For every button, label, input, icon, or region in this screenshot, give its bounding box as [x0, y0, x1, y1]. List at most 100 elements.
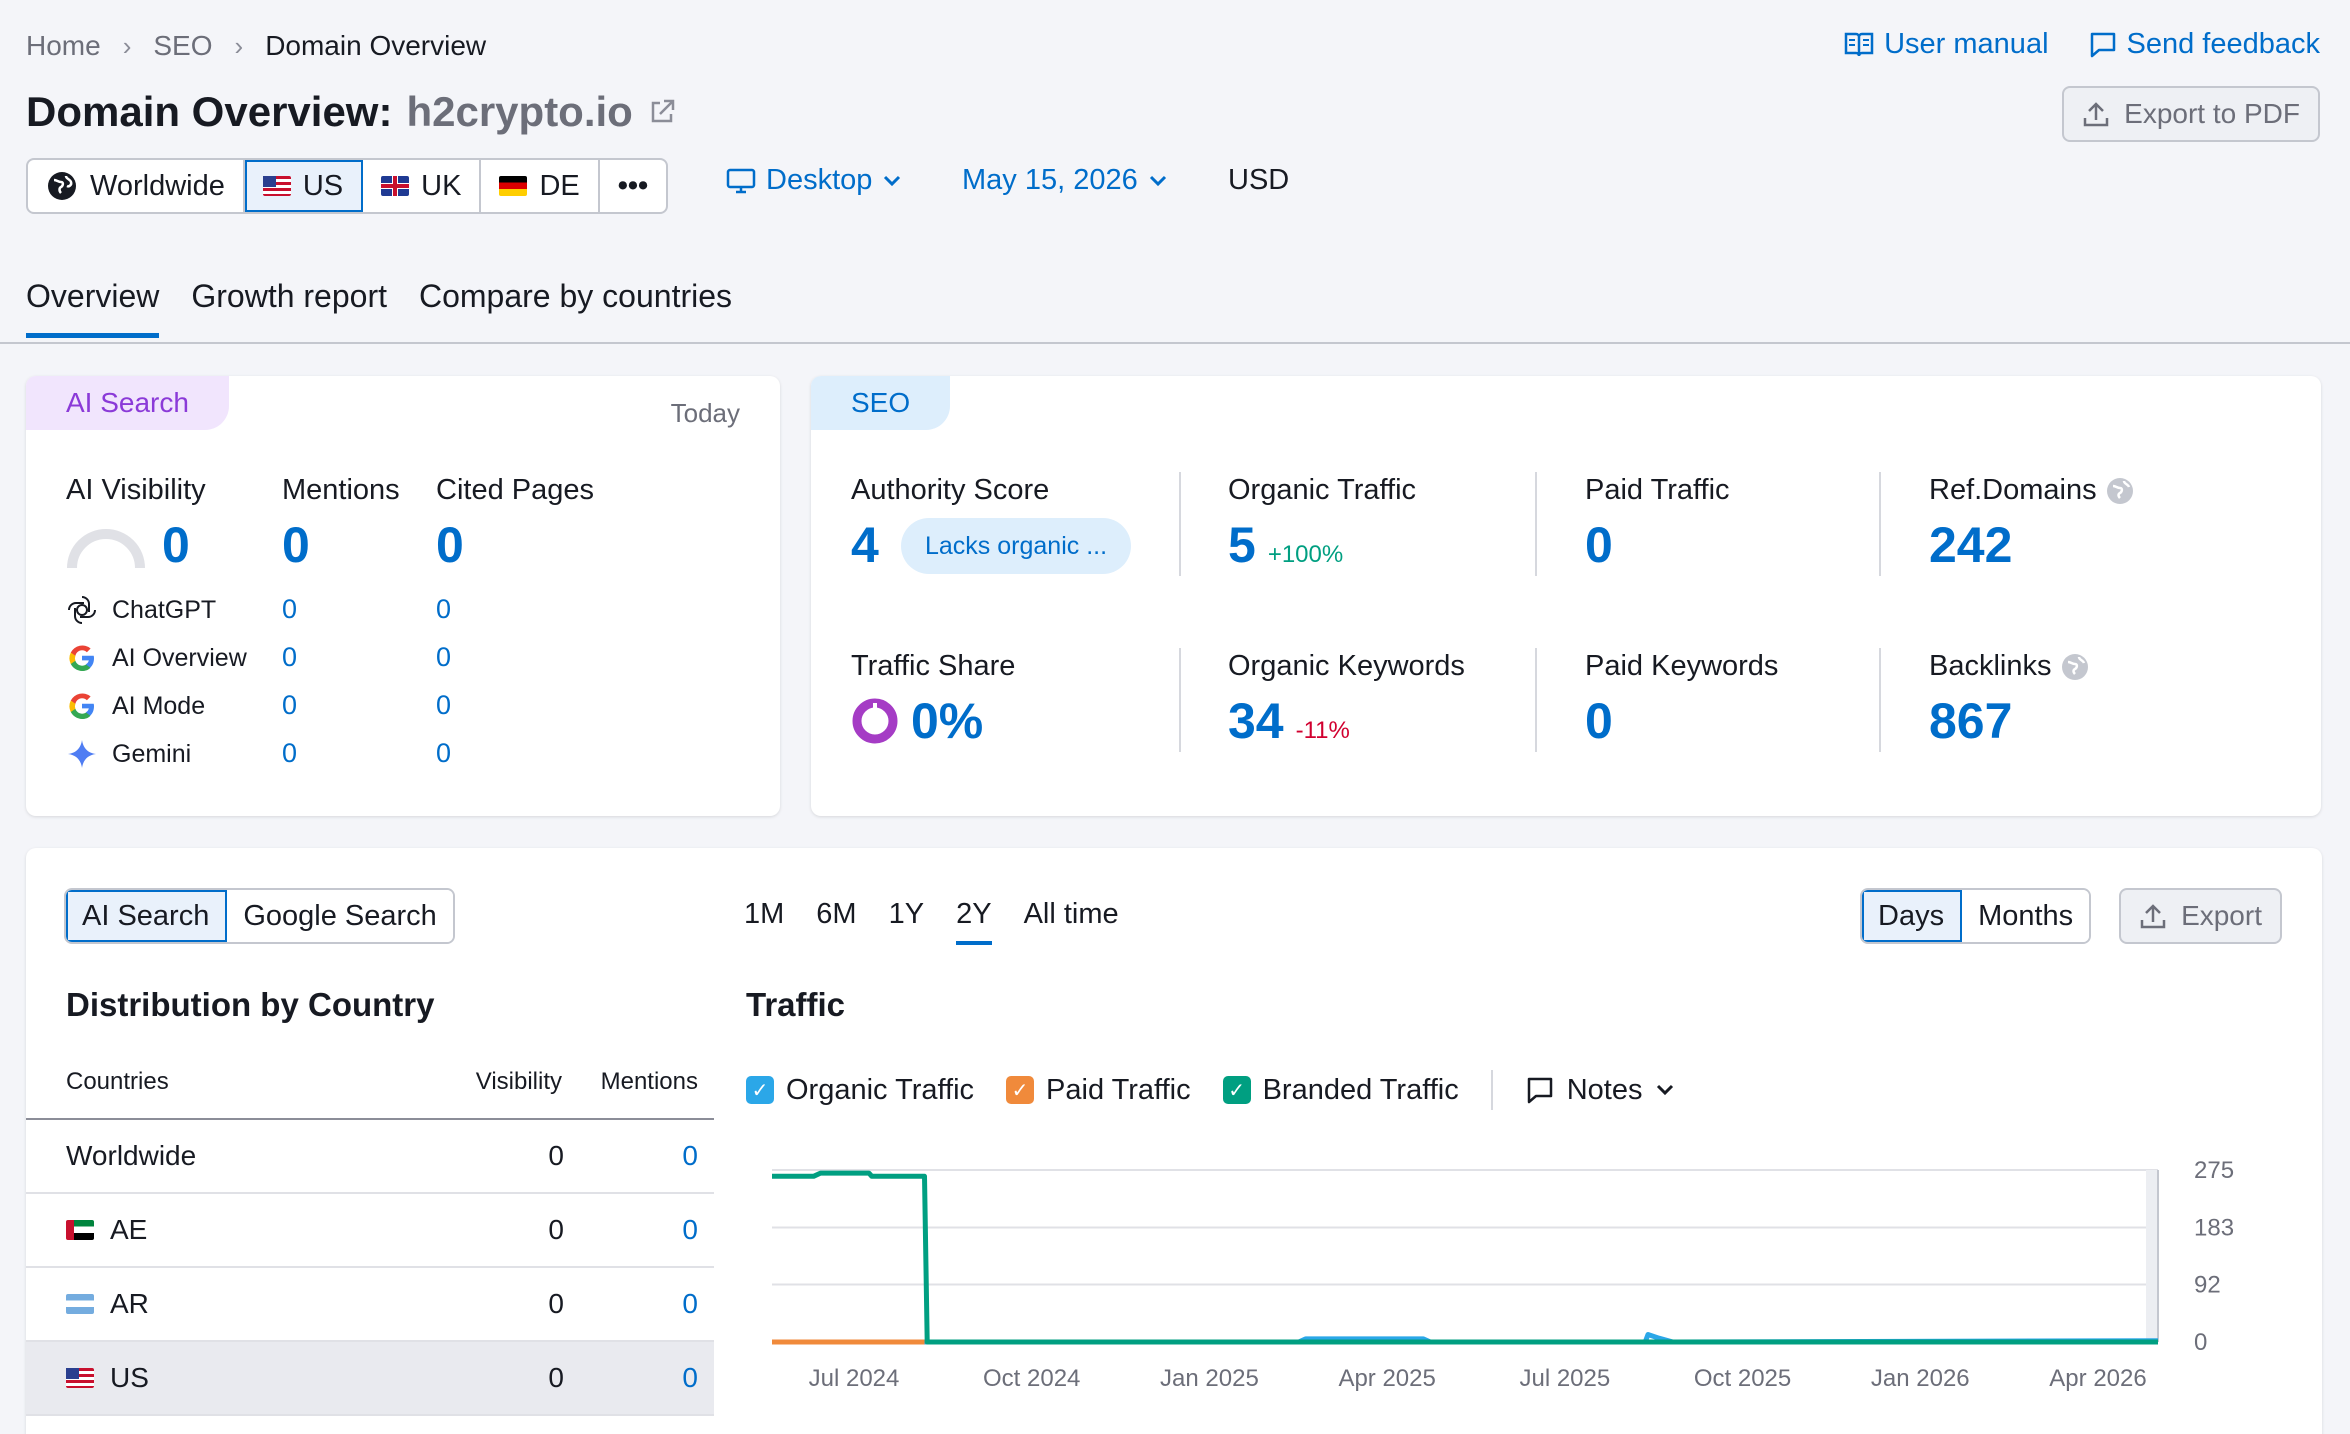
mentions-label: Mentions — [282, 474, 400, 506]
x-tick-label: Jul 2024 — [809, 1365, 900, 1392]
x-tick-label: Apr 2025 — [1338, 1365, 1435, 1392]
distribution-table-header: Countries Visibility Mentions — [26, 1068, 714, 1120]
ai-row-cited[interactable]: 0 — [436, 594, 452, 624]
organic-keywords-label: Organic Keywords — [1228, 650, 1465, 682]
x-tick-label: Jul 2025 — [1519, 1365, 1610, 1392]
paid-traffic-value[interactable]: 0 — [1585, 517, 1613, 573]
country-label: US — [110, 1362, 149, 1393]
backlinks-value[interactable]: 867 — [1929, 693, 2013, 749]
traffic-share-metric[interactable]: 0% — [851, 692, 983, 750]
ai-row-cited[interactable]: 0 — [436, 690, 452, 720]
checkbox-checked-icon[interactable]: ✓ — [1222, 1076, 1251, 1104]
legend-label: Branded Traffic — [1262, 1073, 1459, 1106]
ai-row-mentions[interactable]: 0 — [282, 594, 298, 624]
period-1y[interactable]: 1Y — [888, 898, 925, 930]
table-row[interactable]: AE 0 0 — [26, 1194, 714, 1268]
ai-row-cited[interactable]: 0 — [436, 642, 452, 672]
export-pdf-button[interactable]: Export to PDF — [2062, 86, 2320, 142]
external-link-icon[interactable] — [647, 97, 677, 127]
x-tick-label: Apr 2026 — [2049, 1365, 2146, 1392]
region-uk[interactable]: UK — [363, 160, 482, 212]
organic-keywords-metric[interactable]: 34 -11% — [1228, 692, 1350, 750]
region-worldwide[interactable]: Worldwide — [28, 160, 245, 212]
seo-pill: SEO — [811, 376, 951, 430]
tab-overview[interactable]: Overview — [26, 278, 160, 338]
mentions-cell[interactable]: 0 — [682, 1140, 698, 1171]
period-2y[interactable]: 2Y — [956, 898, 992, 945]
chevron-down-icon — [1149, 175, 1166, 186]
range-handle — [2146, 1170, 2158, 1342]
legend-label: Organic Traffic — [786, 1073, 975, 1106]
mentions-cell[interactable]: 0 — [682, 1362, 698, 1393]
breadcrumb-home[interactable]: Home — [26, 30, 101, 61]
google-icon — [69, 693, 94, 719]
notes-dropdown[interactable]: Notes — [1525, 1074, 1675, 1107]
ref-domains-label: Ref.Domains — [1929, 474, 2135, 507]
authority-score-label: Authority Score — [851, 474, 1050, 506]
ai-row-mentions[interactable]: 0 — [282, 690, 298, 720]
domain-name: h2crypto.io — [406, 88, 633, 135]
authority-score-value[interactable]: 4 — [851, 517, 879, 573]
mentions-cell[interactable]: 0 — [682, 1288, 698, 1319]
device-dropdown[interactable]: Desktop — [726, 164, 902, 197]
mentions-cell[interactable]: 0 — [682, 1214, 698, 1245]
tab-growth-report[interactable]: Growth report — [191, 278, 387, 314]
region-label: Worldwide — [90, 169, 225, 202]
metric-divider — [1879, 648, 1881, 752]
device-label: Desktop — [766, 164, 873, 196]
user-manual-link[interactable]: User manual — [1844, 28, 2049, 61]
lacks-organic-badge[interactable]: Lacks organic ... — [901, 518, 1132, 574]
visibility-cell: 0 — [548, 1362, 564, 1393]
currency-label: USD — [1228, 164, 1290, 196]
organic-traffic-metric[interactable]: 5 +100% — [1228, 516, 1343, 574]
cited-pages-value[interactable]: 0 — [436, 517, 464, 573]
ai-visibility-label: AI Visibility — [66, 474, 206, 506]
ai-row-cited[interactable]: 0 — [436, 738, 452, 768]
region-us[interactable]: US — [244, 160, 364, 212]
legend-paid-traffic[interactable]: ✓ Paid Traffic — [1006, 1074, 1191, 1107]
period-1m[interactable]: 1M — [744, 898, 785, 930]
toggle-days[interactable]: Days — [1862, 890, 1963, 942]
period-selector: 1M 6M 1Y 2Y All time — [744, 898, 1119, 945]
legend-label: Paid Traffic — [1046, 1073, 1191, 1106]
legend-organic-traffic[interactable]: ✓ Organic Traffic — [746, 1074, 974, 1107]
traffic-share-value: 0% — [911, 693, 984, 749]
legend-branded-traffic[interactable]: ✓ Branded Traffic — [1222, 1073, 1459, 1107]
more-regions-button[interactable]: ••• — [600, 160, 666, 212]
ai-row-mentions[interactable]: 0 — [282, 738, 298, 768]
metric-divider — [1179, 472, 1181, 576]
breadcrumb-seo[interactable]: SEO — [153, 30, 213, 61]
table-row[interactable]: Worldwide 0 0 — [26, 1120, 714, 1194]
metric-divider — [1535, 648, 1537, 752]
traffic-chart[interactable]: 275 183 92 0 Jul 2024 Oct 2024 Jan 2025 Apr 202… — [744, 1148, 2284, 1408]
uk-flag-icon — [381, 176, 410, 196]
toggle-months[interactable]: Months — [1962, 890, 2090, 942]
metric-divider — [1879, 472, 1881, 576]
ai-row-label: AI Mode — [112, 691, 206, 720]
mentions-value[interactable]: 0 — [282, 517, 310, 573]
send-feedback-link[interactable]: Send feedback — [2089, 28, 2320, 61]
checkbox-checked-icon[interactable]: ✓ — [1006, 1076, 1035, 1104]
ai-row-ai-mode: AI Mode — [66, 690, 205, 722]
tab-compare-by-countries[interactable]: Compare by countries — [418, 278, 733, 314]
region-de[interactable]: DE — [481, 160, 600, 212]
ref-domains-text: Ref.Domains — [1929, 474, 2097, 506]
table-row-selected[interactable]: US 0 0 — [26, 1342, 714, 1416]
checkbox-checked-icon[interactable]: ✓ — [746, 1076, 774, 1104]
ai-row-ai-overview: AI Overview — [66, 642, 247, 674]
period-6m[interactable]: 6M — [816, 898, 857, 930]
ref-domains-value[interactable]: 242 — [1929, 517, 2013, 573]
chevron-down-icon — [1656, 1084, 1673, 1096]
country-label: AR — [110, 1288, 149, 1319]
period-all-time[interactable]: All time — [1023, 898, 1119, 930]
paid-keywords-value[interactable]: 0 — [1585, 693, 1613, 749]
cited-pages-label: Cited Pages — [436, 474, 594, 506]
export-button[interactable]: Export — [2119, 888, 2282, 944]
toggle-ai-search[interactable]: AI Search — [66, 890, 228, 942]
table-row[interactable]: AR 0 0 — [26, 1268, 714, 1342]
toggle-google-search[interactable]: Google Search — [227, 890, 453, 942]
date-dropdown[interactable]: May 15, 2026 — [962, 164, 1168, 197]
ai-row-mentions[interactable]: 0 — [282, 642, 298, 672]
de-flag-icon — [499, 176, 528, 196]
organic-traffic-label: Organic Traffic — [1228, 474, 1417, 506]
